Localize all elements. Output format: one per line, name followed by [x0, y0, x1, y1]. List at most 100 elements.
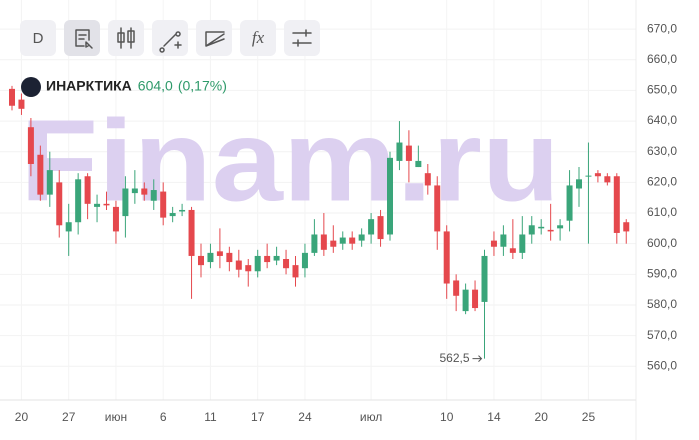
candle-body — [453, 280, 460, 296]
settings-button[interactable] — [284, 20, 320, 56]
candle — [84, 173, 91, 220]
candle-body — [65, 222, 72, 232]
candle-body — [490, 240, 497, 247]
y-tick-label: 620,0 — [647, 175, 677, 189]
candle — [75, 173, 82, 235]
candles-icon — [117, 27, 135, 49]
function-label: fx — [252, 28, 265, 47]
x-tick-label: июн — [105, 410, 127, 424]
y-tick-label: 600,0 — [647, 236, 677, 250]
annotation-arrow — [472, 355, 483, 362]
candle — [613, 173, 620, 244]
candle — [188, 206, 195, 299]
ticker-price: 604,0 — [138, 78, 173, 94]
candle-body — [387, 157, 393, 235]
candle — [434, 176, 441, 250]
candle — [424, 163, 431, 195]
line-tool-icon — [159, 31, 182, 53]
candles-button[interactable] — [108, 20, 144, 56]
candle — [207, 243, 214, 269]
candle — [56, 170, 63, 238]
candle-body — [235, 260, 242, 270]
candle-body — [264, 255, 271, 263]
candle — [254, 249, 261, 278]
candle-body — [500, 234, 507, 247]
candle — [566, 170, 573, 232]
button-bg — [64, 20, 100, 56]
candle-body — [623, 222, 630, 232]
candle-body — [566, 185, 573, 221]
candle-body — [141, 188, 148, 195]
candle-body — [84, 176, 91, 204]
notes-button[interactable] — [64, 20, 100, 56]
y-tick-label: 560,0 — [647, 358, 677, 372]
fibo-button[interactable] — [196, 20, 232, 56]
candle-body — [547, 229, 554, 232]
toolbar: D fx — [20, 20, 320, 56]
candle — [500, 225, 507, 256]
candle-body — [434, 185, 441, 232]
candle — [528, 216, 535, 244]
candle-body — [9, 88, 15, 106]
candle-body — [131, 188, 138, 194]
settings-icon — [292, 29, 312, 47]
candle-body — [301, 252, 308, 269]
candle-body — [462, 289, 469, 312]
candle — [368, 213, 375, 244]
candle-body — [27, 127, 34, 164]
candle-body — [75, 179, 82, 223]
ticker-logo — [21, 77, 41, 97]
period-button[interactable]: D — [20, 20, 56, 56]
x-tick-label: 24 — [298, 410, 312, 424]
candle-body — [509, 248, 516, 253]
candle-body — [528, 225, 535, 235]
candle — [179, 203, 186, 217]
candle-body — [613, 176, 620, 233]
candle-body — [179, 209, 186, 212]
candle — [46, 151, 53, 207]
candle — [481, 249, 488, 359]
candle-body — [594, 173, 601, 177]
button-bg — [284, 20, 320, 56]
x-tick-label: 11 — [204, 410, 217, 424]
candle — [141, 182, 148, 201]
candle — [339, 231, 346, 250]
candle — [94, 194, 101, 223]
y-tick-label: 630,0 — [647, 144, 677, 158]
candle — [509, 219, 516, 260]
candle-body — [604, 176, 611, 183]
x-tick-label: 17 — [251, 410, 265, 424]
candle — [198, 243, 204, 278]
watermark: Finam.ru — [20, 96, 560, 226]
candle-body — [311, 234, 318, 253]
y-tick-label: 660,0 — [647, 52, 677, 66]
candle-body — [254, 255, 261, 272]
line-tool-button[interactable] — [152, 20, 188, 56]
x-tick-label: 20 — [15, 410, 29, 424]
grid — [0, 0, 636, 400]
candle — [396, 121, 403, 171]
candle — [462, 283, 469, 315]
notes-icon — [75, 29, 93, 49]
candle-body — [415, 160, 422, 168]
candle-body — [122, 188, 129, 217]
function-button[interactable]: fx — [240, 20, 276, 56]
candle-body — [169, 213, 176, 217]
candle — [112, 200, 119, 244]
candle-body — [283, 259, 290, 269]
x-tick-label: июл — [360, 410, 382, 424]
candle — [150, 179, 157, 210]
candle — [405, 130, 412, 183]
x-tick-label: 10 — [440, 410, 454, 424]
button-bg — [152, 20, 188, 56]
candle — [122, 176, 129, 238]
candle-body — [46, 170, 53, 195]
candle-body — [103, 203, 110, 206]
candle — [604, 173, 611, 186]
candle — [18, 93, 25, 115]
candle — [37, 145, 44, 201]
candle-body — [443, 231, 450, 284]
button-bg — [20, 20, 56, 56]
candle-body — [405, 145, 412, 161]
candle-body — [377, 216, 384, 240]
